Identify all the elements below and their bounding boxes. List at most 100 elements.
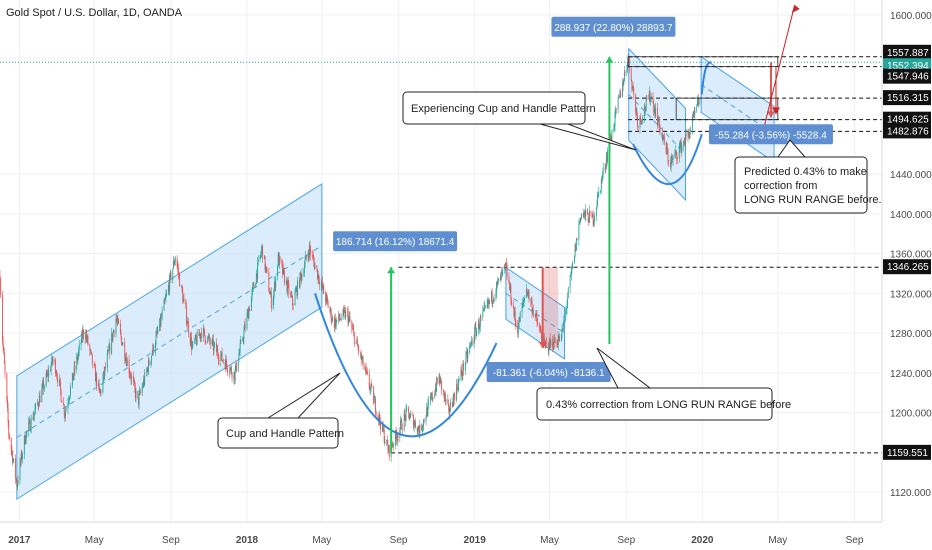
candle-body <box>449 402 451 412</box>
candle-body <box>457 388 459 390</box>
candle-body <box>400 420 401 430</box>
candle-body <box>17 480 19 483</box>
candle-body <box>562 328 564 331</box>
candle-body <box>94 365 96 368</box>
candle-body <box>536 315 538 323</box>
candle-body <box>278 256 280 266</box>
candle-body <box>585 209 587 217</box>
candle-body <box>282 264 284 275</box>
candle-body <box>666 147 668 153</box>
candle-body <box>68 398 70 402</box>
candle-body <box>370 387 371 390</box>
candle-body <box>549 338 551 346</box>
candle-body <box>331 320 333 322</box>
candle-body <box>602 167 604 175</box>
candle-body <box>60 389 62 401</box>
candle-body <box>469 344 471 347</box>
candle-body <box>73 375 75 380</box>
candle-body <box>440 378 442 382</box>
candle-body <box>282 267 284 275</box>
callout-predicted[interactable]: Predicted 0.43% to make correction from … <box>734 139 882 214</box>
candle-body <box>523 300 525 302</box>
measure-arrow-3 <box>766 111 775 118</box>
candle-body <box>595 207 597 216</box>
candle-body <box>108 350 109 352</box>
candle-body <box>128 359 130 374</box>
candle-body <box>513 308 515 316</box>
candle-body <box>361 358 363 360</box>
candle-body <box>58 379 60 383</box>
candle-body <box>246 314 248 329</box>
candle-body <box>526 288 527 299</box>
candle-body <box>674 153 676 157</box>
candle-body <box>370 384 372 388</box>
candle-body <box>116 320 118 322</box>
candle-body <box>194 335 196 341</box>
callout-correction[interactable]: 0.43% correction from LONG RUN RANGE bef… <box>536 347 791 421</box>
candle-body <box>474 326 476 328</box>
candle-body <box>37 402 39 406</box>
candle-body <box>42 381 44 385</box>
candle-body <box>393 444 395 446</box>
price-tag-7: 1159.551 <box>887 448 928 459</box>
candle-body <box>506 263 507 267</box>
candle-body <box>303 266 305 274</box>
candle-body <box>125 358 127 361</box>
candle-body <box>83 330 85 335</box>
candle-body <box>685 134 687 137</box>
candle-body <box>131 376 133 380</box>
candle-body <box>666 147 668 154</box>
candle-body <box>211 340 213 344</box>
candle-body <box>272 299 274 309</box>
candle-body <box>410 414 412 415</box>
candle-body <box>681 145 683 153</box>
x-tick-label: May <box>540 535 559 546</box>
candle-body <box>671 158 673 161</box>
candle-body <box>192 341 194 347</box>
candle-body <box>658 116 660 126</box>
callout-experiencing[interactable]: Experiencing Cup and Handle Pattern <box>402 91 637 151</box>
candle-body <box>163 300 165 311</box>
candle-body <box>269 291 270 294</box>
candle-body <box>239 351 240 355</box>
candle-body <box>670 159 672 168</box>
candle-body <box>45 373 47 386</box>
candle-body <box>662 138 664 140</box>
candle-body <box>530 299 532 302</box>
candle-body <box>658 116 660 122</box>
candle-body <box>526 288 528 295</box>
candle-body <box>227 370 229 373</box>
candle-body <box>362 356 364 367</box>
candle-body <box>256 273 258 279</box>
candle-body <box>20 452 22 463</box>
candle-body <box>670 161 671 168</box>
candle-body <box>539 329 541 330</box>
candle-body <box>63 402 65 406</box>
candle-body <box>327 301 329 309</box>
candle-body <box>644 106 646 111</box>
candle-body <box>517 325 519 334</box>
candle-body <box>28 422 30 432</box>
candle-body <box>661 133 663 140</box>
candle-body <box>366 370 368 372</box>
candle-body <box>463 363 464 371</box>
candle-body <box>161 310 163 318</box>
candle-body <box>174 258 176 262</box>
candle-body <box>229 368 231 373</box>
candle-body <box>511 301 512 305</box>
candle-body <box>623 80 625 86</box>
candle-body <box>617 97 619 110</box>
candle-body <box>544 338 545 343</box>
candles <box>0 53 702 491</box>
candle-body <box>104 366 106 369</box>
candle-body <box>242 339 244 340</box>
candle-body <box>366 371 368 374</box>
candle-body <box>530 301 532 303</box>
candle-body <box>688 130 690 135</box>
candle-body <box>391 445 393 447</box>
candle-body <box>81 332 83 339</box>
callout-correction-text: 0.43% correction from LONG RUN RANGE bef… <box>546 399 791 411</box>
candle-body <box>383 429 385 431</box>
candle-body <box>152 344 154 354</box>
callout-cup-handle[interactable]: Cup and Handle Pattern <box>217 372 344 449</box>
